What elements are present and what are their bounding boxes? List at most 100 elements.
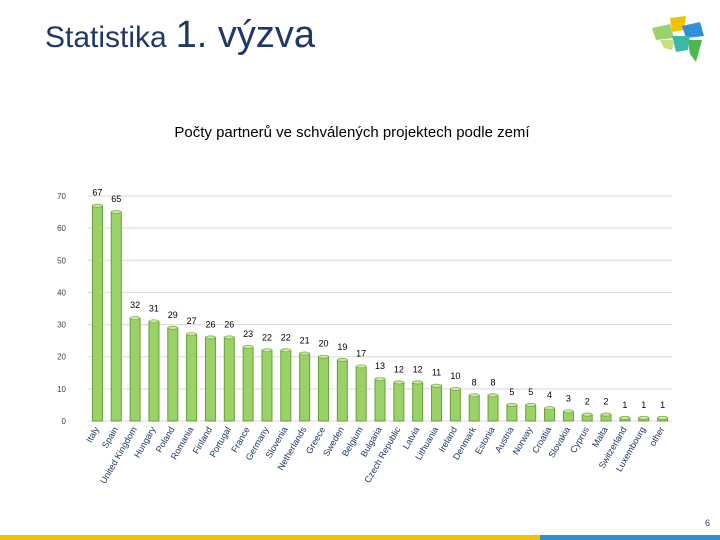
data-label: 4 xyxy=(547,390,552,400)
y-tick-label: 0 xyxy=(62,417,67,426)
bar xyxy=(91,205,103,422)
bar xyxy=(242,346,254,422)
data-label: 10 xyxy=(450,371,460,381)
bar-top xyxy=(506,403,518,407)
bar xyxy=(374,378,386,422)
bar xyxy=(148,320,160,422)
y-tick-label: 70 xyxy=(57,192,66,201)
bar xyxy=(412,381,424,422)
bar xyxy=(186,333,198,422)
bar-top xyxy=(318,354,329,359)
data-label: 27 xyxy=(187,316,197,326)
data-label: 2 xyxy=(604,397,609,407)
data-label: 1 xyxy=(660,400,665,410)
x-tick-label: Malta xyxy=(590,425,610,449)
bar-top xyxy=(280,348,292,353)
bar xyxy=(431,385,443,422)
bar-top xyxy=(600,412,612,417)
bar xyxy=(299,353,311,422)
data-label: 2 xyxy=(585,397,590,407)
bar xyxy=(223,336,235,422)
data-label: 67 xyxy=(92,188,102,198)
data-label: 17 xyxy=(356,348,366,358)
bar-top xyxy=(393,380,405,385)
chart-title: Počty partnerů ve schválených projektech… xyxy=(174,124,530,141)
data-label: 20 xyxy=(318,339,328,349)
bar-top xyxy=(223,335,235,340)
bar-top xyxy=(544,406,555,411)
data-label: 5 xyxy=(509,387,514,397)
data-label: 8 xyxy=(472,377,477,387)
bar-top xyxy=(563,409,574,414)
bar xyxy=(336,359,348,422)
title-statistika: Statistika xyxy=(45,21,167,54)
x-tick-label: other xyxy=(647,425,666,448)
data-label: 5 xyxy=(528,387,533,397)
bar-top xyxy=(129,316,141,321)
data-label: 26 xyxy=(205,319,215,329)
data-label: 65 xyxy=(111,194,121,204)
bar xyxy=(393,381,405,422)
x-tick-label: Italy xyxy=(84,425,101,445)
bar-top xyxy=(657,415,668,420)
bar-top xyxy=(299,351,310,356)
bar-top xyxy=(468,393,480,398)
bar xyxy=(280,349,292,422)
data-label: 31 xyxy=(149,303,159,313)
bar-top xyxy=(92,203,103,208)
y-tick-label: 10 xyxy=(57,385,66,394)
bar xyxy=(204,336,216,422)
bar-top xyxy=(110,210,122,214)
bar-top xyxy=(167,325,179,330)
x-tick-label: Cyprus xyxy=(568,425,591,455)
bar-top xyxy=(412,380,423,385)
data-label: 12 xyxy=(413,364,423,374)
data-label: 32 xyxy=(130,300,140,310)
data-label: 8 xyxy=(491,377,496,387)
bar xyxy=(487,394,499,422)
data-label: 23 xyxy=(243,329,253,339)
bar-top xyxy=(525,403,537,407)
bar-top xyxy=(581,412,593,417)
bar-top xyxy=(186,332,197,337)
data-label: 26 xyxy=(224,319,234,329)
bar xyxy=(449,388,461,422)
data-label: 11 xyxy=(432,368,441,378)
bar xyxy=(167,327,179,422)
y-tick-label: 20 xyxy=(57,353,66,362)
bar-top xyxy=(619,415,631,420)
footer-bar-blue xyxy=(540,535,720,540)
data-label: 22 xyxy=(281,332,291,342)
y-tick-label: 50 xyxy=(57,256,66,265)
bar-top xyxy=(374,377,386,382)
bar xyxy=(506,404,518,422)
bar-top xyxy=(431,383,442,388)
y-tick-label: 40 xyxy=(57,288,66,297)
slide-title: Statistika 1. výzva xyxy=(45,14,315,57)
bar-top xyxy=(205,335,216,340)
data-label: 29 xyxy=(168,310,178,320)
data-label: 1 xyxy=(641,400,646,410)
program-logo-icon xyxy=(652,16,704,62)
bar xyxy=(110,211,122,422)
bar xyxy=(525,404,537,422)
bar-top xyxy=(337,358,348,362)
bar xyxy=(129,317,141,422)
data-label: 21 xyxy=(300,336,310,346)
title-call-number: 1. výzva xyxy=(175,14,315,56)
data-label: 3 xyxy=(566,393,571,403)
bar-top xyxy=(355,364,367,369)
y-tick-label: 30 xyxy=(57,321,66,330)
bar-top xyxy=(242,345,254,349)
bar xyxy=(317,356,329,422)
bar-top xyxy=(638,415,650,420)
bar-top xyxy=(261,348,273,353)
bar xyxy=(468,394,480,422)
data-label: 1 xyxy=(622,400,627,410)
bar-top xyxy=(148,319,160,324)
bar-top xyxy=(487,393,499,398)
data-label: 19 xyxy=(337,342,347,352)
data-label: 22 xyxy=(262,332,272,342)
bar xyxy=(355,365,367,422)
